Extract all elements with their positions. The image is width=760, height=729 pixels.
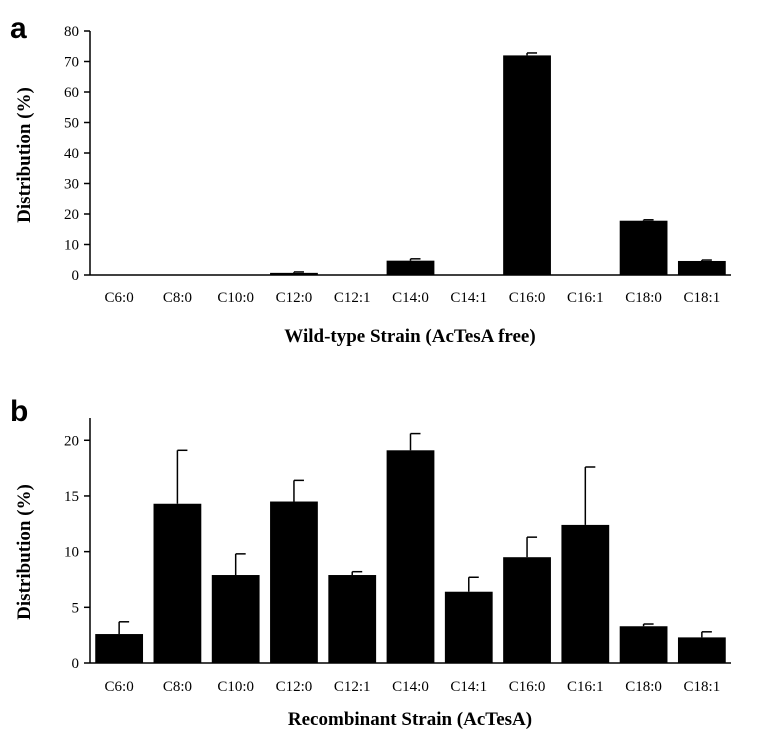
panel-b-x-tick-label: C16:0 xyxy=(509,679,546,695)
panel-a-y-tick-label: 10 xyxy=(64,238,79,254)
panel-b-bar xyxy=(211,575,260,663)
panel-a-chart: a Distribution (%) Wild-type Strain (AcT… xyxy=(10,12,731,347)
panel-b-bar xyxy=(503,557,551,663)
panel-a-x-axis-title: Wild-type Strain (AcTesA free) xyxy=(284,326,535,347)
panel-b-y-axis-title: Distribution (%) xyxy=(14,484,35,620)
panel-a-y-tick-label: 60 xyxy=(64,85,79,101)
panel-b-bar xyxy=(677,637,726,663)
panel-a-y-tick-label: 40 xyxy=(64,146,79,162)
panel-b-x-tick-label: C10:0 xyxy=(217,679,254,695)
panel-b-x-tick-label: C18:0 xyxy=(625,679,662,695)
panel-b-bar xyxy=(386,450,435,663)
panel-b-bar xyxy=(95,634,144,663)
panel-a-y-tick-label: 50 xyxy=(64,116,79,132)
panel-b-x-axis-title: Recombinant Strain (AcTesA) xyxy=(288,709,532,729)
panel-b-bar xyxy=(561,524,610,663)
panel-a-y-axis-title: Distribution (%) xyxy=(14,87,35,223)
panel-b-x-tick-label: C12:1 xyxy=(334,679,371,695)
panel-b-x-tick-label: C14:0 xyxy=(392,679,429,695)
panel-b-x-tick-label: C8:0 xyxy=(163,679,192,695)
panel-a-y-tick-label: 0 xyxy=(72,268,80,284)
panel-b-bar xyxy=(328,575,377,663)
panel-b-bar xyxy=(270,501,318,663)
panel-a-x-tick-label: C6:0 xyxy=(105,290,134,306)
panel-a-x-tick-label: C8:0 xyxy=(163,290,192,306)
panel-b-x-tick-label: C18:1 xyxy=(684,679,721,695)
panel-b-y-tick-label: 5 xyxy=(72,600,80,616)
panel-a-bar xyxy=(270,272,318,275)
panel-a-y-tick-label: 20 xyxy=(64,207,79,223)
panel-b-letter: b xyxy=(10,395,28,428)
panel-b-x-tick-label: C6:0 xyxy=(105,679,134,695)
panel-a-x-tick-label: C14:0 xyxy=(392,290,429,306)
panel-b-x-tick-label: C16:1 xyxy=(567,679,604,695)
panel-b-bar xyxy=(153,503,202,663)
panel-a-x-tick-label: C14:1 xyxy=(450,290,487,306)
panel-b-bar xyxy=(444,591,493,663)
panel-a-x-tick-label: C12:1 xyxy=(334,290,371,306)
panel-a-x-tick-label: C16:0 xyxy=(509,290,546,306)
panel-b-y-tick-label: 0 xyxy=(72,656,80,672)
panel-a-letter: a xyxy=(10,12,27,45)
panel-a-x-tick-label: C18:0 xyxy=(625,290,662,306)
panel-a-bar xyxy=(503,55,551,276)
panel-b-bar xyxy=(619,626,668,663)
panel-a-y-tick-label: 80 xyxy=(64,24,79,40)
panel-a-x-tick-label: C10:0 xyxy=(217,290,254,306)
panel-a-bar xyxy=(677,260,726,275)
panel-b-chart: b Distribution (%) Recombinant Strain (A… xyxy=(10,395,731,729)
panel-a-x-tick-label: C12:0 xyxy=(276,290,313,306)
panel-a-y-tick-label: 30 xyxy=(64,177,79,193)
panel-b-x-tick-label: C12:0 xyxy=(276,679,313,695)
panel-b-x-tick-label: C14:1 xyxy=(450,679,487,695)
panel-b-y-tick-label: 20 xyxy=(64,433,79,449)
panel-a-bar xyxy=(619,220,668,275)
panel-a-y-tick-label: 70 xyxy=(64,55,79,71)
panel-b-y-tick-label: 10 xyxy=(64,545,79,561)
panel-a-x-tick-label: C16:1 xyxy=(567,290,604,306)
panel-a-x-tick-label: C18:1 xyxy=(684,290,721,306)
panel-b-y-tick-label: 15 xyxy=(64,489,79,505)
panel-a-bar xyxy=(386,260,435,275)
